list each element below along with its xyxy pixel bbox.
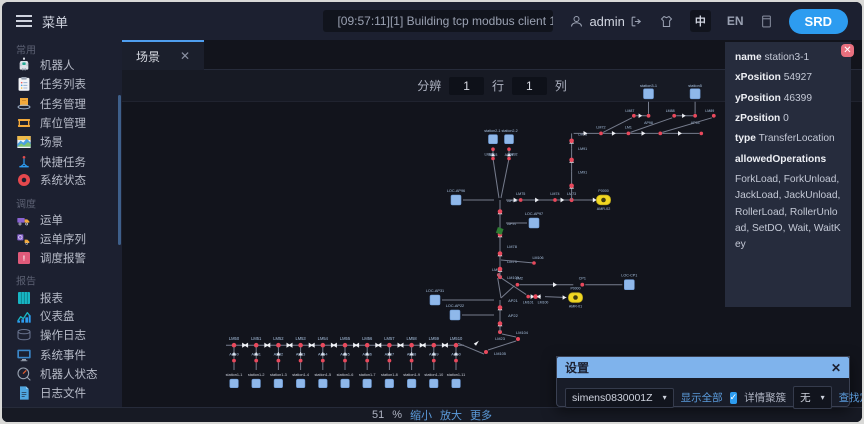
svg-text:AMR-01: AMR-01 (569, 305, 582, 309)
svg-text:AP46: AP46 (362, 352, 372, 357)
svg-text:station1-10: station1-10 (424, 373, 443, 377)
svg-text:LM50: LM50 (229, 336, 240, 341)
svg-text:LM89: LM89 (705, 109, 714, 113)
svg-text:LM88: LM88 (666, 109, 675, 113)
svg-text:station1-6: station1-6 (337, 373, 354, 377)
svg-text:LM57: LM57 (384, 336, 395, 341)
svg-text:AP21: AP21 (508, 298, 519, 303)
svg-text:AP49: AP49 (429, 352, 439, 357)
svg-text:AMR-02: AMR-02 (597, 207, 611, 211)
svg-text:station1-2: station1-2 (248, 373, 265, 377)
svg-text:LM75: LM75 (516, 192, 525, 196)
svg-text:P0000: P0000 (598, 189, 608, 193)
svg-text:station1-3: station1-3 (270, 373, 287, 377)
svg-text:LM87: LM87 (625, 109, 634, 113)
svg-text:LM53: LM53 (295, 336, 306, 341)
svg-text:station1-1: station1-1 (226, 373, 243, 377)
svg-text:AP44: AP44 (318, 352, 328, 357)
svg-text:AP40: AP40 (229, 352, 239, 357)
svg-text:AP22: AP22 (508, 313, 519, 318)
svg-text:LOC-AP31: LOC-AP31 (426, 289, 444, 293)
svg-text:LM51: LM51 (251, 336, 262, 341)
svg-text:LOC-AP96: LOC-AP96 (447, 189, 465, 193)
svg-text:AP41: AP41 (251, 352, 261, 357)
svg-text:LOC-AP22: LOC-AP22 (446, 304, 464, 308)
svg-text:LM91: LM91 (578, 171, 587, 175)
svg-text:LM91: LM91 (578, 147, 587, 151)
svg-text:LM54: LM54 (318, 336, 329, 341)
svg-text:AP48: AP48 (407, 352, 417, 357)
svg-text:CP1: CP1 (579, 277, 586, 281)
svg-text:station1-8: station1-8 (381, 373, 398, 377)
svg-text:station5: station5 (688, 83, 702, 88)
svg-text:AP45: AP45 (340, 352, 350, 357)
svg-text:station2-1 station2-2: station2-1 station2-2 (484, 129, 517, 133)
svg-text:AP42: AP42 (274, 352, 284, 357)
svg-text:LM55: LM55 (340, 336, 351, 341)
svg-text:LM56: LM56 (362, 336, 373, 341)
svg-text:AP98: AP98 (644, 121, 653, 125)
svg-text:AP94: AP94 (505, 153, 514, 157)
svg-text:station1-9: station1-9 (403, 373, 420, 377)
svg-text:station3-1: station3-1 (640, 83, 657, 88)
svg-text:LM100: LM100 (538, 301, 549, 305)
svg-text:station1-7: station1-7 (359, 373, 376, 377)
svg-text:LM78: LM78 (507, 244, 517, 249)
svg-text:LM74: LM74 (550, 192, 559, 196)
svg-text:LOC-AP97: LOC-AP97 (525, 212, 543, 216)
svg-text:LM59: LM59 (429, 336, 440, 341)
svg-text:LM52: LM52 (273, 336, 284, 341)
svg-text:LM101: LM101 (523, 301, 534, 305)
svg-text:LOC-CP1: LOC-CP1 (621, 274, 637, 278)
svg-text:AP47: AP47 (385, 352, 395, 357)
svg-text:AP93: AP93 (489, 153, 498, 157)
svg-text:LM72: LM72 (596, 125, 605, 129)
svg-text:P0000: P0000 (570, 287, 580, 291)
svg-text:LM105: LM105 (494, 351, 506, 356)
svg-text:station1-11: station1-11 (447, 373, 466, 377)
svg-text:LM510: LM510 (450, 336, 463, 341)
svg-text:station1-5: station1-5 (314, 373, 331, 377)
svg-text:LM106: LM106 (533, 256, 544, 260)
svg-text:LM104: LM104 (516, 330, 529, 335)
svg-text:LM23: LM23 (495, 336, 505, 341)
svg-text:LM1: LM1 (625, 125, 632, 129)
svg-text:LM108: LM108 (507, 276, 519, 280)
svg-text:AP50: AP50 (451, 352, 461, 357)
svg-text:station1-4: station1-4 (292, 373, 309, 377)
svg-text:AP43: AP43 (296, 352, 306, 357)
svg-text:LM58: LM58 (406, 336, 417, 341)
